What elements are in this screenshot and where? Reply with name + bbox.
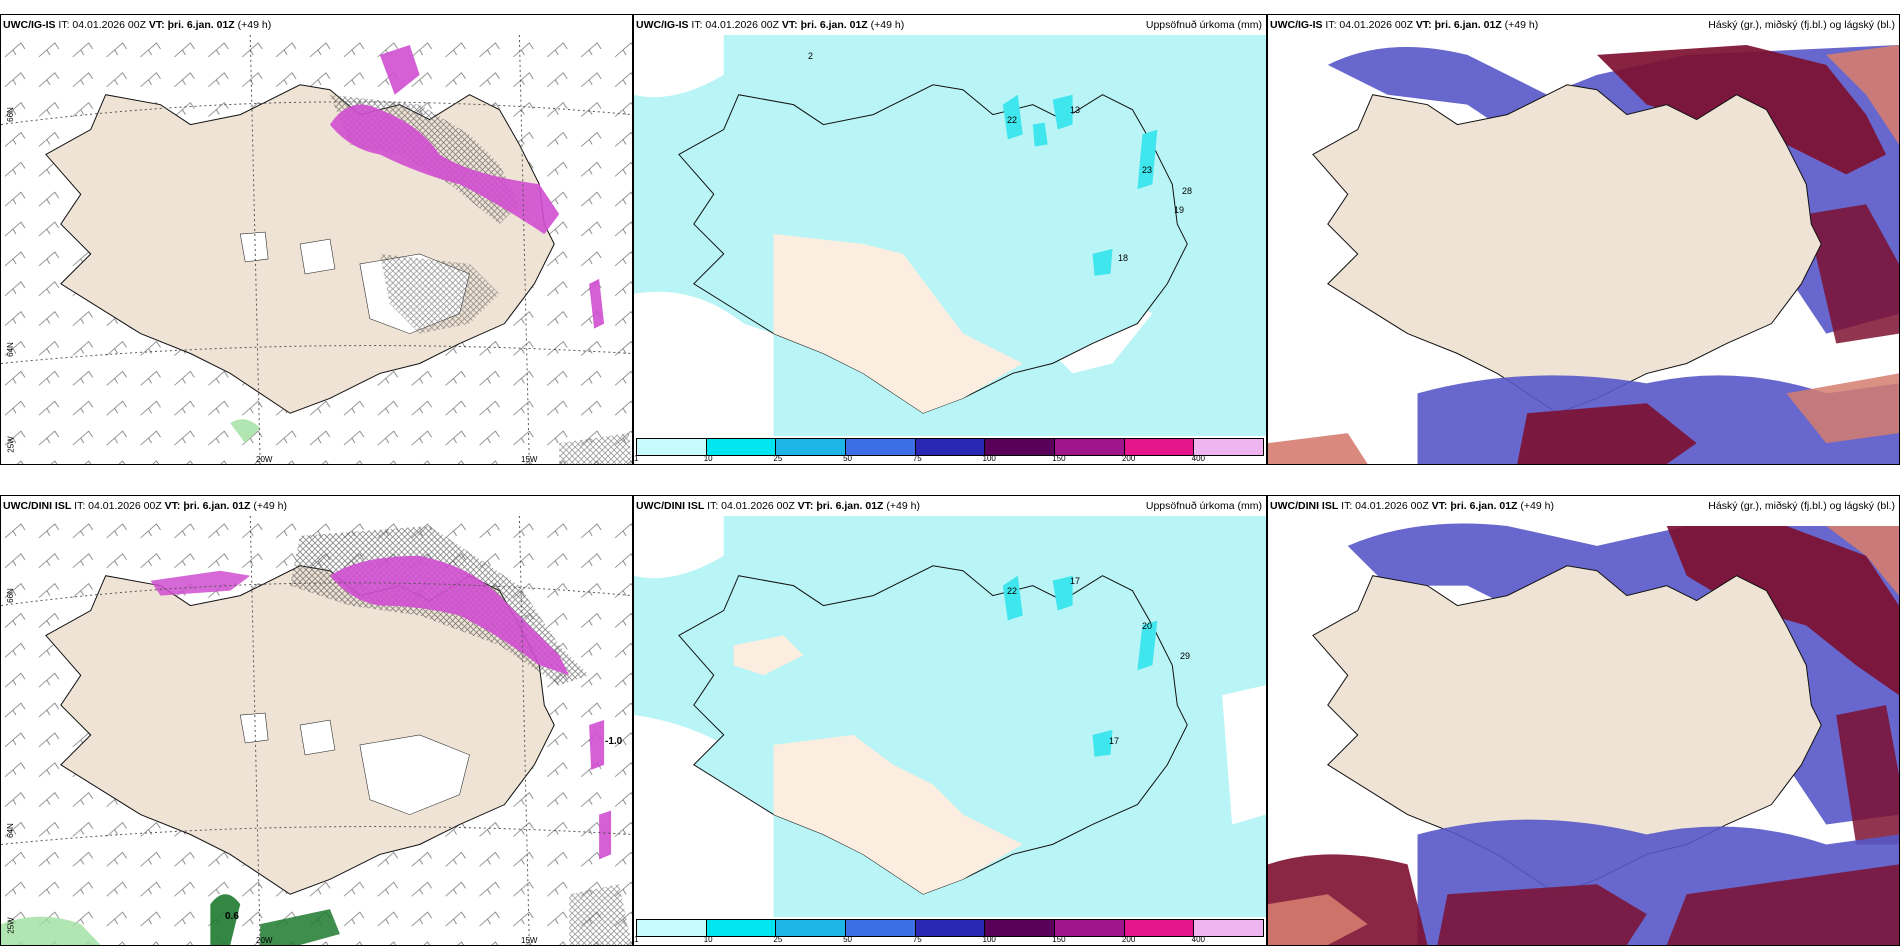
- colorbar-swatches: [636, 919, 1264, 937]
- precip-value: 17: [1109, 736, 1120, 746]
- lat-label-25w: 25W: [6, 917, 16, 934]
- precip-value: 23: [1142, 165, 1153, 175]
- precip-value: 13: [1070, 105, 1081, 115]
- panel-header: UWC/DINI ISL IT: 04.01.2026 00Z VT: þri.…: [1, 496, 632, 516]
- precip-map: [634, 516, 1266, 917]
- lat-label-66: 66N: [5, 588, 15, 603]
- precip-value: 22: [1007, 586, 1018, 596]
- colorbar-labels: 1 10 25 50 75 100 150 200 400: [634, 454, 1206, 463]
- wind-map: [1, 35, 632, 464]
- lon-label-15w: 15W: [521, 455, 538, 464]
- precip-value: 20: [1142, 621, 1153, 631]
- precip-value: 18: [1118, 253, 1129, 263]
- lat-label-25w: 25W: [6, 436, 16, 453]
- wind-value-label: -1.0: [605, 736, 623, 747]
- precip-value: 22: [1007, 115, 1018, 125]
- panel-wind-dini-isl: UWC/DINI ISL IT: 04.01.2026 00Z VT: þri.…: [0, 495, 633, 946]
- panel-precip-dini-isl: UWC/DINI ISL IT: 04.01.2026 00Z VT: þri.…: [633, 495, 1267, 946]
- panel-header: UWC/DINI ISL IT: 04.01.2026 00Z VT: þri.…: [1268, 496, 1899, 516]
- precip-value: 19: [1174, 205, 1185, 215]
- panel-header: UWC/IG-IS IT: 04.01.2026 00Z VT: þri. 6.…: [1268, 15, 1899, 35]
- colorbar: 1 10 25 50 75 100 150 200 400: [634, 436, 1266, 464]
- panel-header: UWC/IG-IS IT: 04.01.2026 00Z VT: þri. 6.…: [634, 15, 1266, 35]
- panel-clouds-dini-isl: UWC/DINI ISL IT: 04.01.2026 00Z VT: þri.…: [1267, 495, 1900, 946]
- wind-map: [1, 516, 632, 945]
- precip-value: 29: [1180, 651, 1191, 661]
- cloud-map: [1268, 516, 1899, 945]
- lon-label-20w: 20W: [256, 936, 273, 945]
- lon-label-20w: 20W: [256, 455, 273, 464]
- precip-value: 28: [1182, 186, 1193, 196]
- lat-label-64: 64N: [5, 342, 15, 357]
- lon-label-15w: 15W: [521, 936, 538, 945]
- panel-wind-ig-is: UWC/IG-IS IT: 04.01.2026 00Z VT: þri. 6.…: [0, 14, 633, 465]
- panel-precip-ig-is: UWC/IG-IS IT: 04.01.2026 00Z VT: þri. 6.…: [633, 14, 1267, 465]
- panel-header: UWC/IG-IS IT: 04.01.2026 00Z VT: þri. 6.…: [1, 15, 632, 35]
- wind-value-label: 0.6: [225, 911, 239, 922]
- colorbar: 1 10 25 50 75 100 150 200 400: [634, 917, 1266, 945]
- panel-header: UWC/DINI ISL IT: 04.01.2026 00Z VT: þri.…: [634, 496, 1266, 516]
- lat-label-66: 66N: [5, 107, 15, 122]
- precip-value: 17: [1070, 576, 1081, 586]
- precip-map: [634, 35, 1266, 436]
- panel-clouds-ig-is: UWC/IG-IS IT: 04.01.2026 00Z VT: þri. 6.…: [1267, 14, 1900, 465]
- precip-value: 2: [808, 51, 814, 61]
- colorbar-swatches: [636, 438, 1264, 456]
- cloud-map: [1268, 35, 1899, 464]
- lat-label-64: 64N: [5, 823, 15, 838]
- colorbar-labels: 1 10 25 50 75 100 150 200 400: [634, 935, 1206, 944]
